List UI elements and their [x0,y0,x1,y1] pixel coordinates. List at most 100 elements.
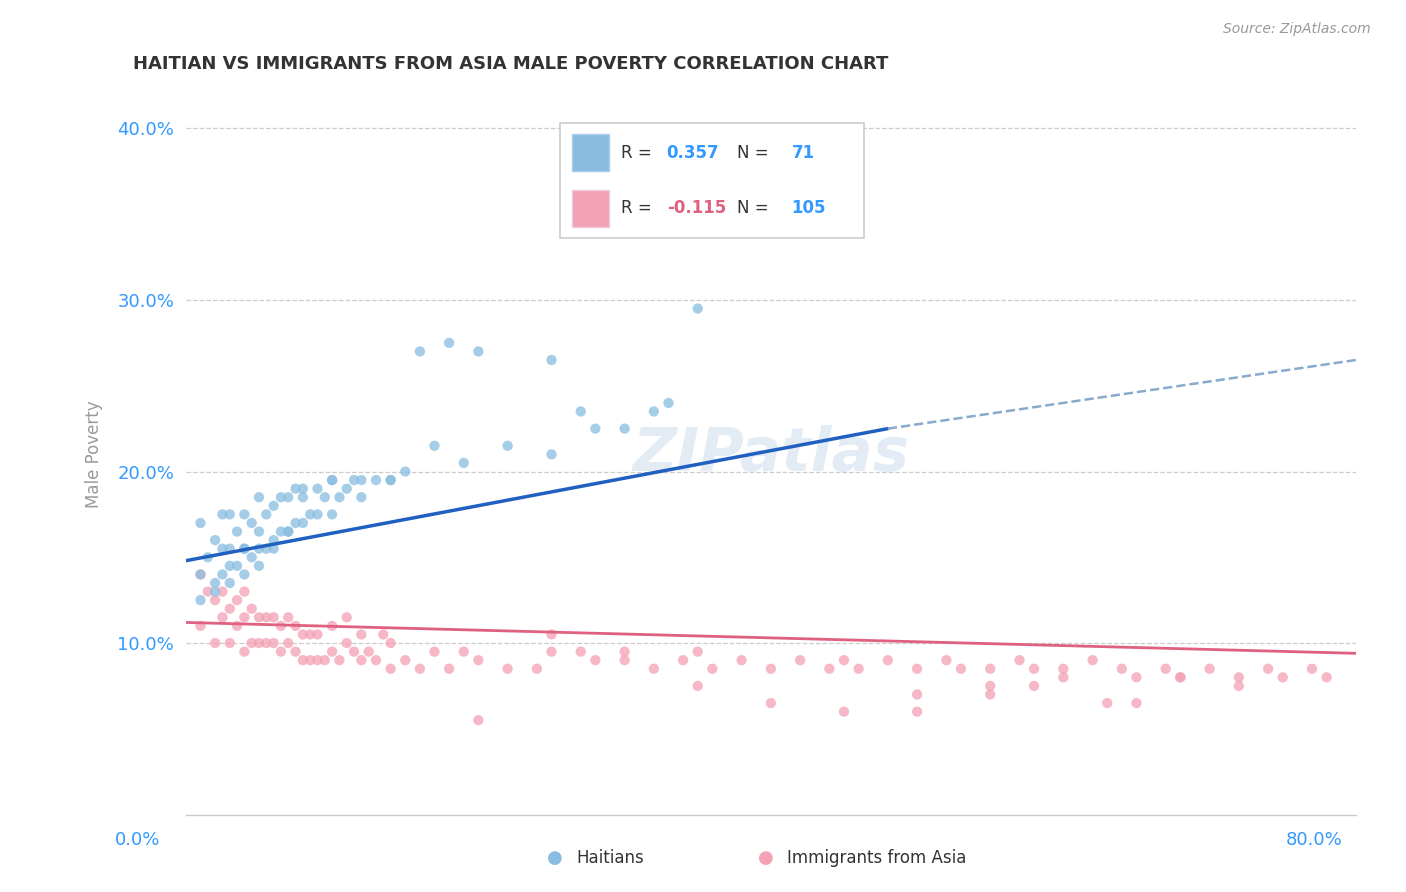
Point [394,465,416,479]
Point [204,576,226,591]
Point [1227,679,1250,693]
Point [277,490,299,504]
Point [1052,662,1074,676]
Point [357,645,380,659]
Point [1022,662,1045,676]
Point [307,627,329,641]
Point [905,688,928,702]
Text: 0.0%: 0.0% [115,831,160,849]
Point [284,619,307,633]
Point [336,610,359,624]
Point [247,490,270,504]
Point [190,619,212,633]
Point [247,541,270,556]
Point [1081,653,1104,667]
Point [277,636,299,650]
Point [350,653,373,667]
Point [226,619,249,633]
Point [190,593,212,607]
Point [204,593,226,607]
Point [350,490,373,504]
Point [380,662,402,676]
Point [789,653,811,667]
Point [240,636,263,650]
Point [307,508,329,522]
Point [277,524,299,539]
Point [284,516,307,530]
Point [1271,670,1294,684]
Point [686,645,709,659]
Point [848,662,870,676]
Point [321,473,343,487]
Point [277,610,299,624]
Point [613,653,636,667]
Point [1154,662,1177,676]
Point [218,576,240,591]
Point [467,653,489,667]
Point [832,653,855,667]
Point [437,335,460,350]
Point [979,662,1001,676]
Point [233,645,256,659]
Point [204,533,226,548]
Point [270,524,292,539]
Point [569,404,592,418]
Point [657,396,679,410]
Point [226,593,249,607]
Point [526,662,548,676]
Point [613,422,636,436]
Point [343,473,366,487]
Point [263,541,285,556]
Point [423,645,446,659]
Point [394,653,416,667]
Point [730,653,752,667]
Point [247,558,270,573]
Text: 80.0%: 80.0% [1286,831,1343,849]
Text: Source: ZipAtlas.com: Source: ZipAtlas.com [1223,22,1371,37]
Point [247,610,270,624]
Point [1097,696,1119,710]
Point [643,662,665,676]
Point [291,490,314,504]
Text: ●: ● [547,849,564,867]
Point [270,619,292,633]
Point [876,653,898,667]
Point [1198,662,1220,676]
Point [437,662,460,676]
Point [299,627,322,641]
Point [190,567,212,582]
Point [270,490,292,504]
Point [569,645,592,659]
Point [254,636,277,650]
Point [211,567,233,582]
Text: HAITIAN VS IMMIGRANTS FROM ASIA MALE POVERTY CORRELATION CHART: HAITIAN VS IMMIGRANTS FROM ASIA MALE POV… [134,55,889,73]
Point [233,584,256,599]
Point [254,508,277,522]
Point [1022,679,1045,693]
Point [1125,670,1147,684]
Point [643,404,665,418]
Point [321,508,343,522]
Point [247,524,270,539]
Point [321,645,343,659]
Point [336,636,359,650]
Point [759,662,782,676]
Point [328,490,350,504]
Point [496,662,519,676]
Point [702,662,724,676]
Point [291,627,314,641]
Point [1301,662,1323,676]
Point [291,482,314,496]
Point [328,653,350,667]
Point [380,636,402,650]
Point [1052,670,1074,684]
Point [204,636,226,650]
Point [583,653,606,667]
Point [314,490,336,504]
Point [240,516,263,530]
Text: Haitians: Haitians [576,849,644,867]
Point [233,541,256,556]
Point [233,567,256,582]
Point [240,550,263,565]
Point [583,422,606,436]
